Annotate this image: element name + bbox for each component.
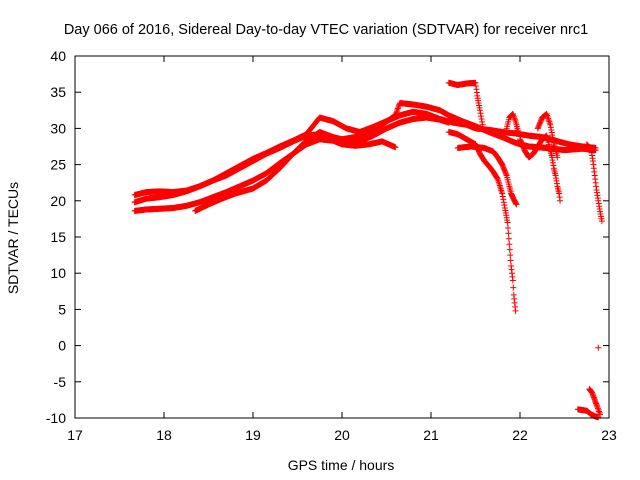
data-point	[477, 110, 484, 117]
data-point	[499, 193, 506, 200]
data-point	[548, 129, 555, 136]
data-point	[549, 132, 556, 139]
y-tick-label: 5	[58, 301, 66, 317]
chart-title: Day 066 of 2016, Sidereal Day-to-day VTE…	[64, 22, 588, 38]
data-point	[479, 121, 486, 128]
plot-frame	[74, 55, 610, 419]
x-tick-label: 22	[512, 427, 528, 443]
series-track-j	[534, 110, 561, 161]
y-tick-label: -10	[46, 410, 66, 426]
series-track-n	[595, 344, 602, 351]
x-tick-label: 18	[156, 427, 172, 443]
data-point	[500, 196, 507, 203]
data-point	[392, 144, 399, 151]
data-point	[515, 129, 522, 136]
data-point	[550, 137, 557, 144]
data-point	[512, 307, 519, 314]
x-tick-label: 21	[423, 427, 439, 443]
data-point	[506, 246, 513, 253]
data-point	[507, 257, 514, 264]
series-track-h	[503, 110, 522, 136]
y-axis-label: SDTVAR / TECUs	[5, 182, 21, 294]
series-track-e	[445, 79, 486, 128]
data-point	[592, 144, 599, 151]
data-point	[510, 113, 517, 120]
data-point	[512, 116, 519, 123]
y-tick-label: 20	[50, 193, 66, 209]
data-point	[549, 134, 556, 141]
data-point	[509, 277, 516, 284]
y-tick-label: 10	[50, 265, 66, 281]
data-point	[501, 202, 508, 209]
data-point	[595, 344, 602, 351]
data-point	[594, 405, 601, 412]
y-tick-label: 25	[50, 157, 66, 173]
data-point	[505, 235, 512, 242]
data-point	[554, 154, 561, 161]
y-tick-label: -5	[54, 374, 67, 390]
series-track-k	[583, 141, 605, 225]
x-tick-label: 20	[334, 427, 350, 443]
data-point	[513, 201, 520, 208]
data-point	[510, 112, 517, 119]
series-track-i	[517, 132, 564, 204]
x-axis-label: GPS time / hours	[288, 457, 395, 473]
x-tick-label: 17	[67, 427, 83, 443]
x-tick-label: 23	[601, 427, 617, 443]
data-point	[594, 404, 601, 411]
data-point	[505, 230, 512, 237]
data-point	[596, 408, 603, 415]
data-point	[598, 218, 605, 225]
data-point	[478, 115, 485, 122]
data-point	[476, 107, 483, 114]
y-tick-label: 40	[50, 48, 66, 64]
series-track-m	[586, 386, 604, 418]
data-point	[597, 411, 604, 418]
data-point	[509, 110, 516, 117]
y-tick-label: 15	[50, 229, 66, 245]
data-point	[445, 119, 452, 126]
y-tick-label: 35	[50, 84, 66, 100]
series-track-g	[454, 143, 520, 208]
data-point	[478, 113, 485, 120]
data-point	[507, 252, 514, 259]
series-track-f	[445, 129, 519, 314]
data-point	[547, 124, 554, 131]
data-point	[499, 190, 506, 197]
data-point	[596, 409, 603, 416]
series-track-d	[192, 114, 452, 214]
plot-points	[131, 79, 605, 421]
data-point	[511, 115, 518, 122]
series-track-c	[131, 136, 399, 214]
data-point	[479, 118, 486, 125]
y-tick-label: 30	[50, 120, 66, 136]
y-tick-label: 0	[58, 338, 66, 354]
data-point	[500, 199, 507, 206]
data-point	[506, 241, 513, 248]
data-point	[548, 126, 555, 133]
data-point	[504, 224, 511, 231]
data-point	[510, 284, 517, 291]
data-point	[557, 197, 564, 204]
data-point	[504, 219, 511, 226]
x-tick-label: 19	[245, 427, 261, 443]
data-point	[595, 407, 602, 414]
data-point	[547, 121, 554, 128]
